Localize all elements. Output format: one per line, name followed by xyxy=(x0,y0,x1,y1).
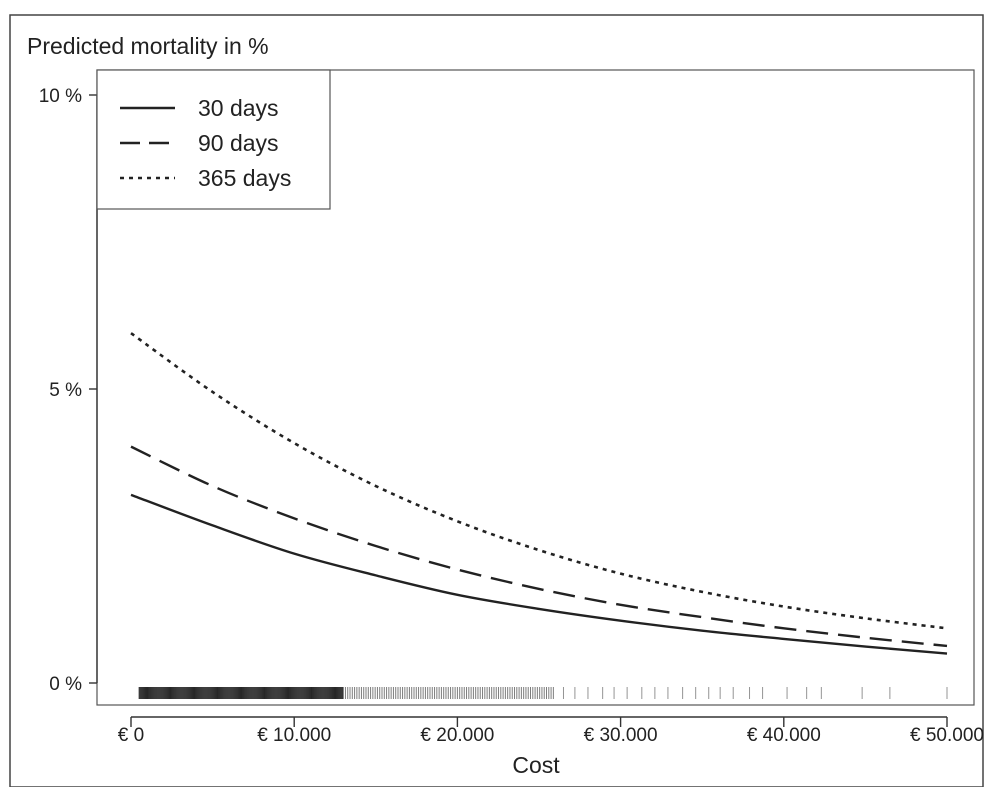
series-line-365-days xyxy=(130,332,948,630)
legend-label: 90 days xyxy=(198,130,279,156)
legend-label: 365 days xyxy=(198,165,291,191)
legend-box xyxy=(96,69,331,210)
x-tick-label: € 0 xyxy=(118,725,144,746)
y-tick-label: 0 % xyxy=(49,674,82,695)
x-tick-label: € 30.000 xyxy=(584,725,658,746)
y-tick-label: 5 % xyxy=(49,380,82,401)
y-tick-label: 10 % xyxy=(39,86,82,107)
series-line-30-days xyxy=(130,493,948,655)
rug-plot xyxy=(138,687,948,699)
legend-label: 30 days xyxy=(198,95,279,121)
legend: 30 days 90 days 365 days xyxy=(96,69,331,210)
x-tick-label: € 20.000 xyxy=(420,725,494,746)
series-line-90-days xyxy=(130,445,948,648)
x-tick-label: € 50.000 xyxy=(910,725,984,746)
x-tick-label: € 40.000 xyxy=(747,725,821,746)
x-axis: € 0 € 10.000 € 20.000 € 30.000 € 40.000 € 50.… xyxy=(118,716,984,746)
chart-title: Predicted mortality in % xyxy=(27,33,269,59)
series-lines xyxy=(130,332,948,655)
x-tick-label: € 10.000 xyxy=(257,725,331,746)
x-axis-label: Cost xyxy=(512,752,560,778)
